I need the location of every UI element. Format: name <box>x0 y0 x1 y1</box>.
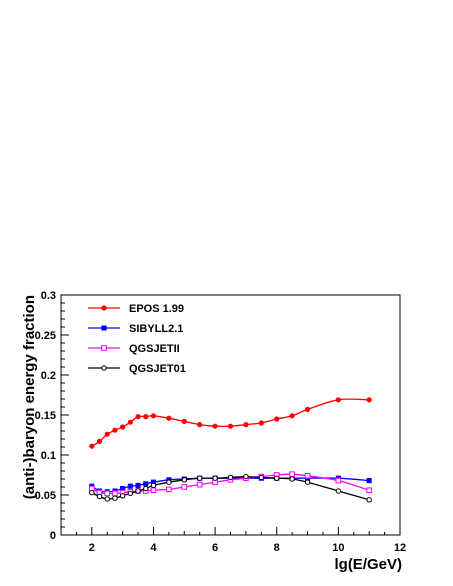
legend-label: EPOS 1.99 <box>129 303 184 315</box>
data-point <box>197 421 203 428</box>
data-point <box>143 481 149 487</box>
y-tick-label: 0.3 <box>41 290 56 302</box>
x-tick-label: 6 <box>212 542 218 554</box>
data-point <box>143 485 149 492</box>
data-point <box>112 427 118 433</box>
data-point <box>181 477 187 483</box>
data-point <box>166 479 172 485</box>
legend-item: SIBYLL2.1 <box>88 323 183 335</box>
legend-item: QGSJET01 <box>88 363 186 375</box>
series-group <box>89 397 372 503</box>
data-point <box>120 424 126 430</box>
data-point <box>150 413 157 419</box>
data-point <box>196 475 203 481</box>
series-4 <box>89 473 372 503</box>
y-tick-label: 0.05 <box>35 490 56 502</box>
data-point <box>166 486 172 493</box>
data-point <box>304 479 311 485</box>
data-point <box>104 431 110 437</box>
data-point <box>335 477 342 484</box>
x-tick-label: 4 <box>150 542 157 554</box>
data-point <box>227 474 234 481</box>
data-point <box>243 473 249 480</box>
data-point <box>212 423 218 429</box>
x-tick-label: 12 <box>394 542 406 554</box>
data-point <box>150 482 157 489</box>
data-point <box>89 489 95 496</box>
axes: 2 4 6 8 10 12 0 0.05 0.1 0.15 0.2 0.25 0.3 <box>35 290 407 554</box>
data-point <box>96 493 103 500</box>
legend-label: SIBYLL2.1 <box>129 323 183 335</box>
data-point <box>181 484 188 490</box>
y-tick-label: 0.25 <box>35 330 56 342</box>
data-point <box>258 420 264 426</box>
legend-item: QGSJETII <box>88 343 180 355</box>
data-point <box>274 416 280 422</box>
data-point <box>127 419 133 425</box>
data-point <box>143 413 149 420</box>
data-point <box>196 481 203 488</box>
data-point <box>366 487 372 493</box>
y-tick-label: 0.2 <box>41 370 56 382</box>
data-point <box>366 478 372 484</box>
data-point <box>243 421 249 428</box>
data-point <box>127 483 133 489</box>
y-tick-label: 0 <box>50 530 56 542</box>
data-point <box>150 487 157 493</box>
data-point <box>89 443 95 449</box>
data-point <box>112 495 118 501</box>
data-point <box>166 415 172 421</box>
legend-label: QGSJET01 <box>129 363 186 375</box>
x-axis-title: lg(E/GeV) <box>334 556 402 573</box>
data-point <box>119 493 126 499</box>
data-point <box>181 418 187 424</box>
x-tick-label: 8 <box>274 542 280 554</box>
data-point <box>135 488 141 494</box>
y-tick-label: 0.15 <box>35 410 56 422</box>
data-point <box>274 475 280 481</box>
data-point <box>335 488 342 494</box>
legend-marker <box>101 305 107 311</box>
y-tick-label: 0.1 <box>41 450 56 462</box>
data-point <box>335 397 341 403</box>
data-point <box>289 476 295 482</box>
data-point <box>304 473 311 479</box>
data-point <box>104 496 110 502</box>
data-point <box>289 471 295 477</box>
data-point <box>112 490 118 497</box>
legend: EPOS 1.99 SIBYLL2.1 QGSJETII QGSJET01 <box>88 303 186 375</box>
series-line <box>91 398 370 447</box>
data-point <box>104 490 111 497</box>
legend-label: QGSJETII <box>129 343 180 355</box>
data-point <box>212 475 218 481</box>
data-point <box>366 497 372 503</box>
data-point <box>366 397 372 403</box>
data-point <box>258 474 265 481</box>
legend-marker <box>101 345 107 351</box>
data-point <box>289 413 295 419</box>
x-tick-label: 2 <box>89 542 95 554</box>
data-point <box>227 423 234 429</box>
data-point <box>135 482 141 488</box>
data-point <box>127 490 134 497</box>
legend-item: EPOS 1.99 <box>88 303 184 315</box>
y-axis-title: (anti-)baryon energy fraction <box>21 295 38 499</box>
legend-marker <box>101 365 107 371</box>
legend-marker <box>101 325 107 331</box>
x-tick-label: 10 <box>332 542 344 554</box>
data-point <box>304 406 311 412</box>
data-point <box>135 413 141 420</box>
series-1 <box>89 397 372 449</box>
data-point <box>96 438 103 444</box>
